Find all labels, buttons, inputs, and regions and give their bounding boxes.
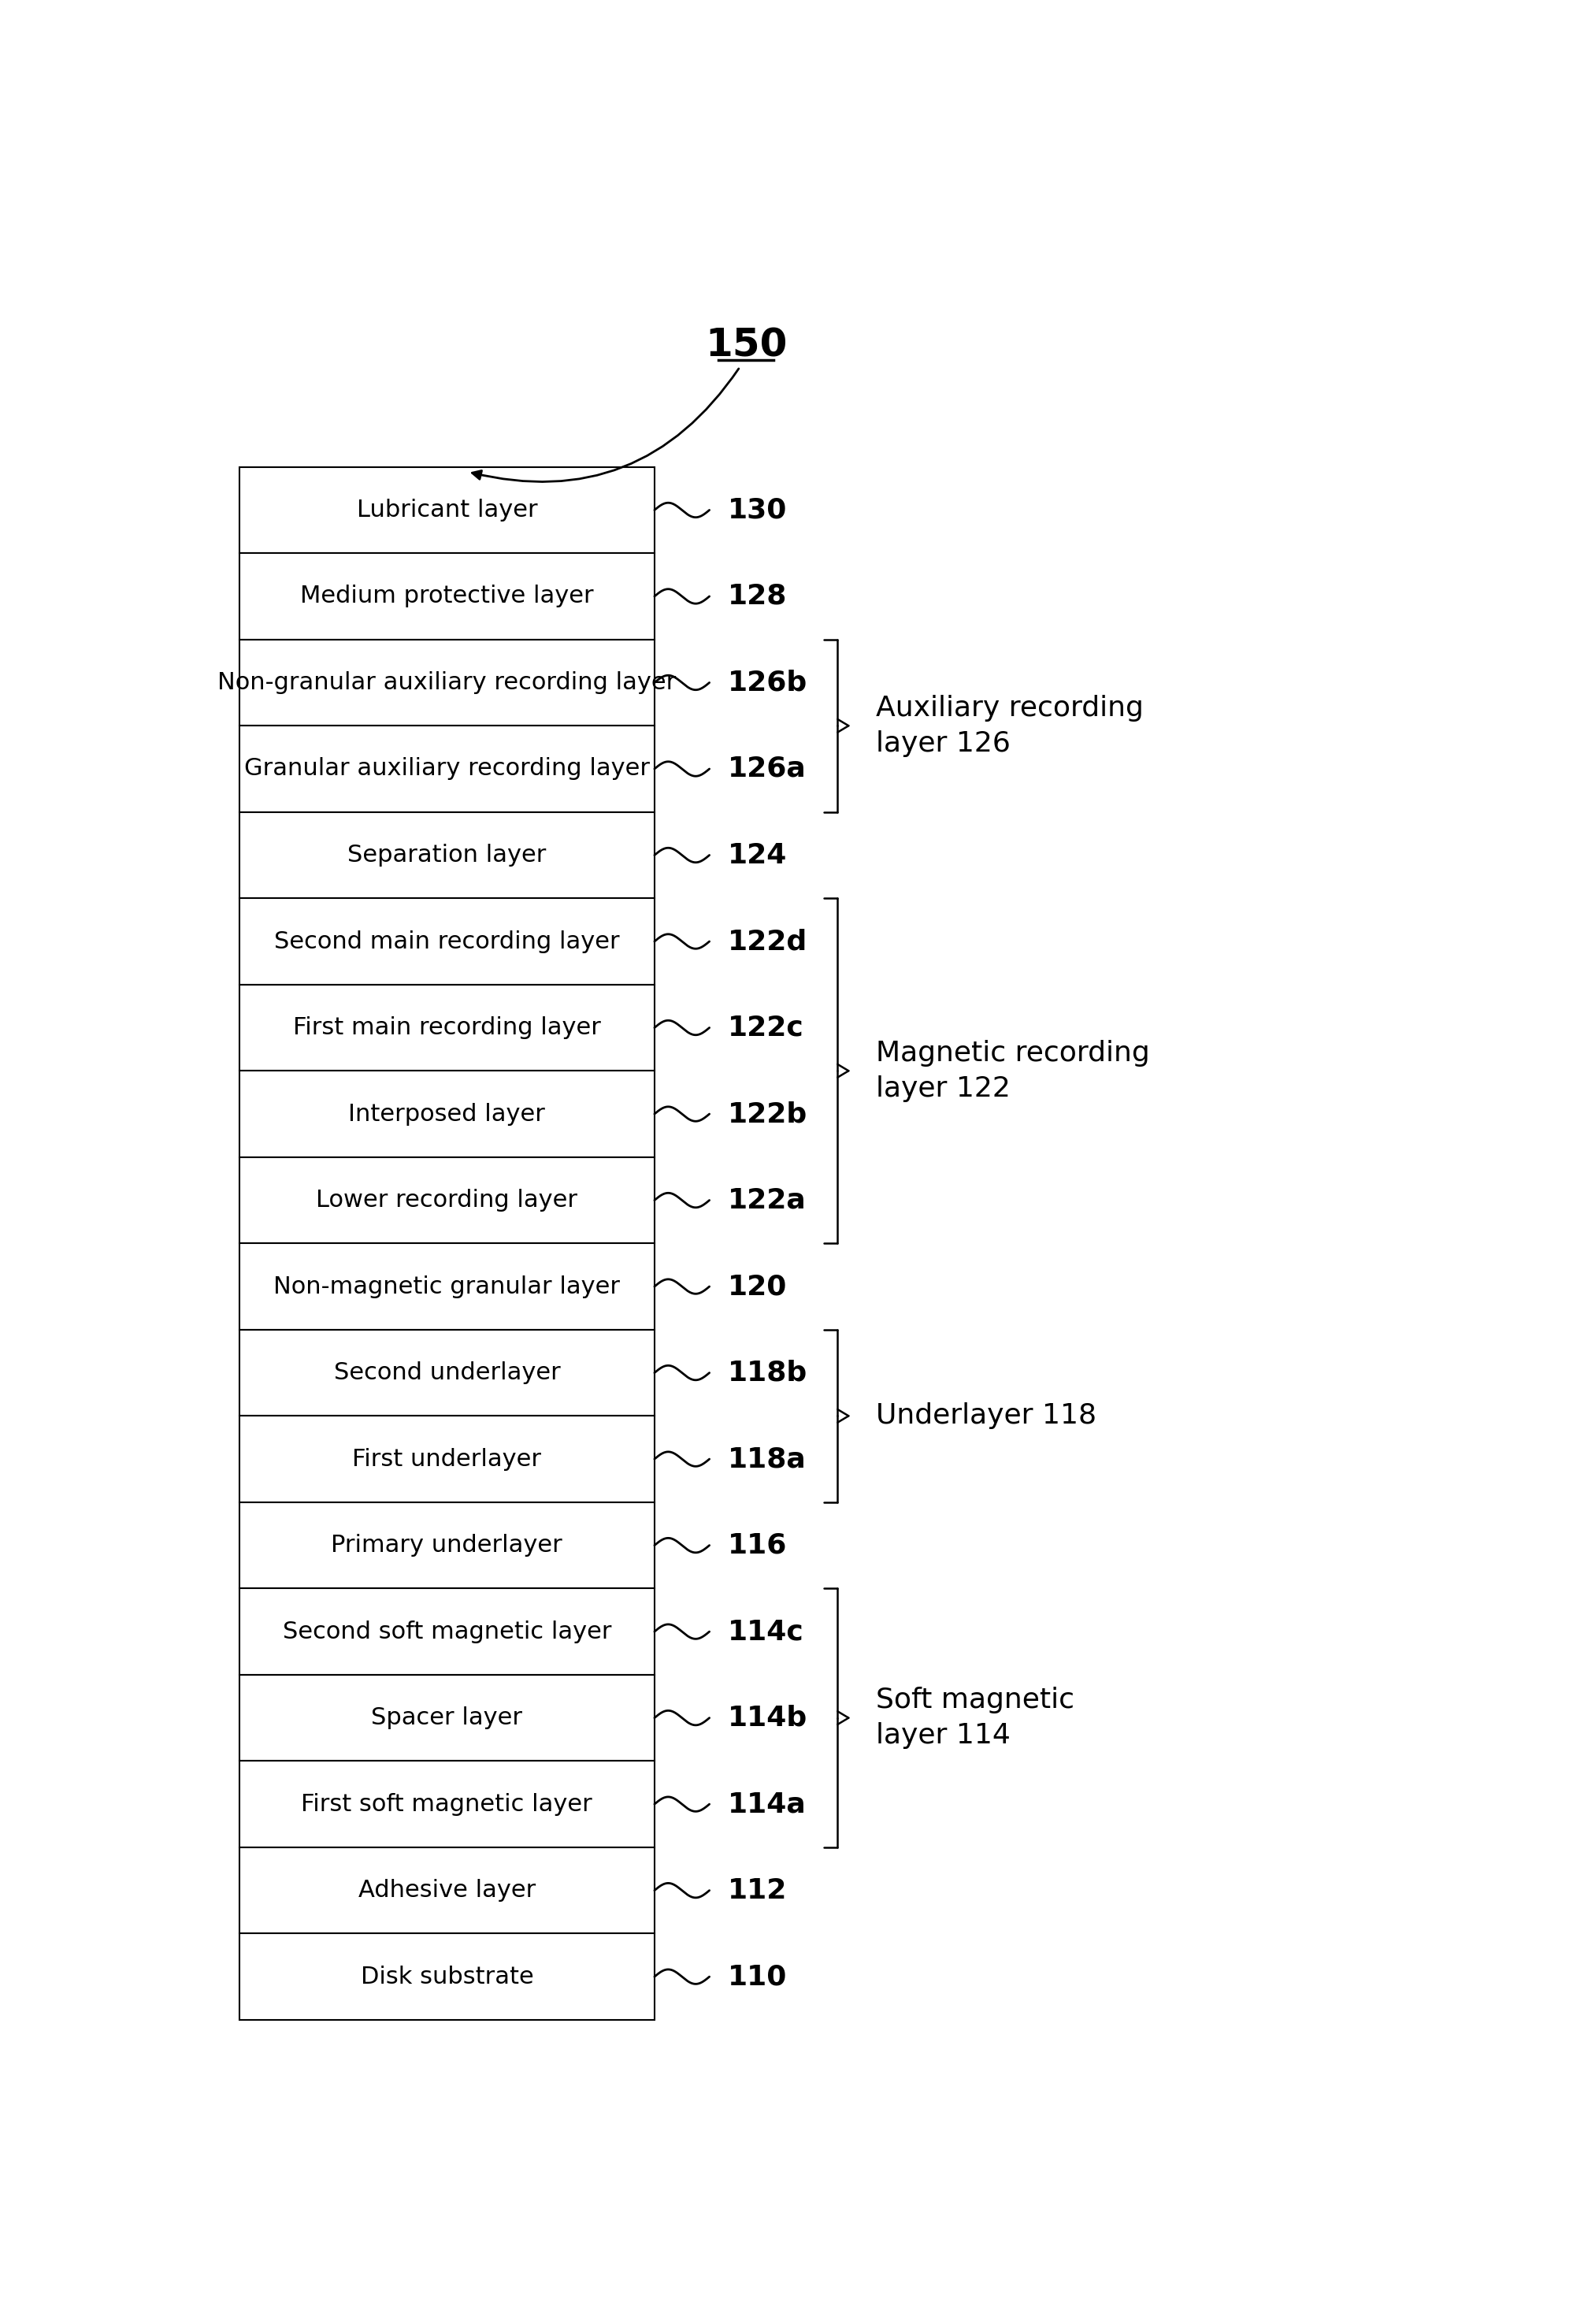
Text: First main recording layer: First main recording layer	[293, 1016, 601, 1039]
Text: 118a: 118a	[728, 1446, 807, 1473]
Text: 130: 130	[728, 497, 786, 523]
Text: Disk substrate: Disk substrate	[360, 1966, 533, 1987]
Text: 150: 150	[705, 328, 786, 365]
Bar	[239, 1590, 654, 1676]
Bar	[239, 985, 654, 1071]
Text: Non-magnetic granular layer: Non-magnetic granular layer	[274, 1276, 620, 1297]
Text: Soft magnetic
layer 114: Soft magnetic layer 114	[876, 1687, 1074, 1750]
Text: Underlayer 118: Underlayer 118	[876, 1401, 1096, 1429]
Text: Non-granular auxiliary recording layer: Non-granular auxiliary recording layer	[217, 672, 676, 695]
Text: 118b: 118b	[728, 1360, 807, 1385]
Bar	[239, 1934, 654, 2020]
Text: 126b: 126b	[728, 669, 807, 695]
Text: 124: 124	[728, 841, 786, 869]
Bar	[239, 1762, 654, 1848]
Text: 122b: 122b	[728, 1102, 807, 1127]
Bar	[239, 1329, 654, 1415]
Bar	[239, 1243, 654, 1329]
Text: 122d: 122d	[728, 927, 807, 955]
Text: 120: 120	[728, 1274, 786, 1299]
Text: First soft magnetic layer: First soft magnetic layer	[302, 1792, 593, 1815]
Text: Granular auxiliary recording layer: Granular auxiliary recording layer	[244, 758, 650, 781]
Bar	[239, 639, 654, 725]
Text: Lubricant layer: Lubricant layer	[357, 500, 538, 521]
Text: 114c: 114c	[728, 1618, 804, 1645]
Bar	[239, 725, 654, 811]
Bar	[239, 467, 654, 553]
Text: Auxiliary recording
layer 126: Auxiliary recording layer 126	[876, 695, 1144, 758]
Text: Adhesive layer: Adhesive layer	[359, 1880, 536, 1901]
Text: 112: 112	[728, 1878, 786, 1903]
Bar	[239, 1676, 654, 1762]
Text: Magnetic recording
layer 122: Magnetic recording layer 122	[876, 1039, 1150, 1102]
Bar	[239, 1071, 654, 1157]
Text: Spacer layer: Spacer layer	[371, 1706, 522, 1729]
Text: Interposed layer: Interposed layer	[349, 1102, 546, 1125]
Text: First underlayer: First underlayer	[352, 1448, 541, 1471]
Text: 128: 128	[728, 583, 786, 609]
Text: 114a: 114a	[728, 1792, 807, 1817]
Text: Second underlayer: Second underlayer	[333, 1362, 560, 1385]
Text: Second soft magnetic layer: Second soft magnetic layer	[283, 1620, 612, 1643]
Text: 126a: 126a	[728, 755, 807, 783]
Bar	[239, 553, 654, 639]
Text: Second main recording layer: Second main recording layer	[274, 930, 620, 953]
Text: 116: 116	[728, 1532, 786, 1559]
Bar	[239, 811, 654, 899]
Text: 114b: 114b	[728, 1703, 807, 1731]
Bar	[239, 1157, 654, 1243]
Text: 122c: 122c	[728, 1013, 804, 1041]
Text: Lower recording layer: Lower recording layer	[316, 1190, 577, 1211]
Text: Medium protective layer: Medium protective layer	[300, 586, 593, 609]
Text: Separation layer: Separation layer	[348, 844, 546, 867]
Bar	[239, 1501, 654, 1590]
Bar	[239, 1415, 654, 1501]
Bar	[239, 899, 654, 985]
Text: 122a: 122a	[728, 1188, 807, 1213]
Text: Primary underlayer: Primary underlayer	[332, 1534, 563, 1557]
Bar	[239, 1848, 654, 1934]
Text: 110: 110	[728, 1964, 786, 1989]
